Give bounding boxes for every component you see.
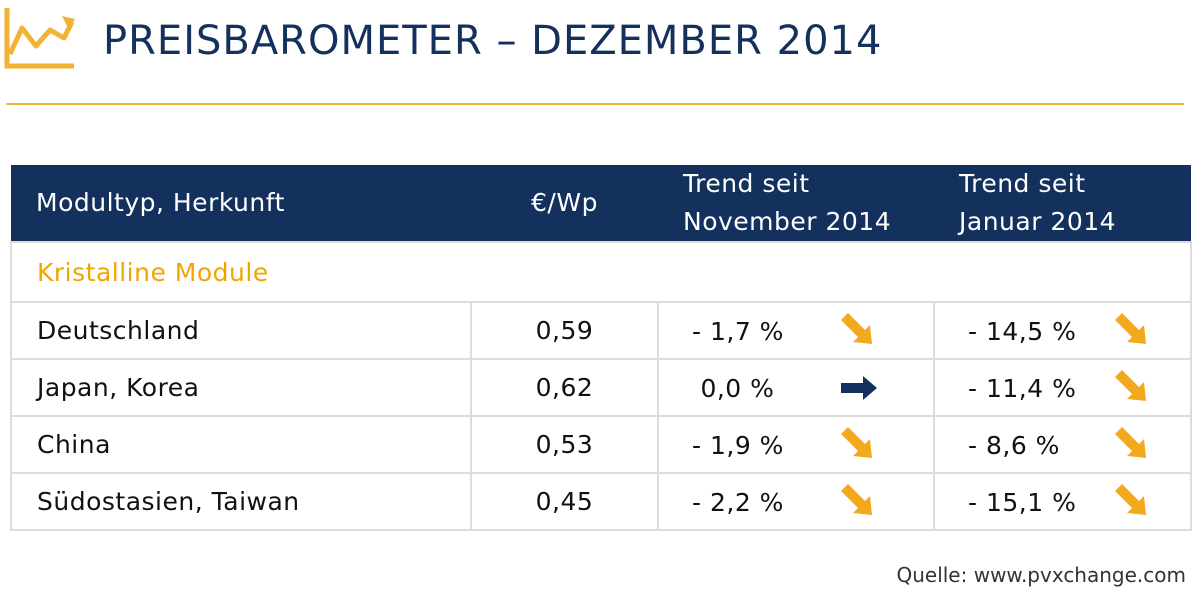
column-header-trend-month: Trend seit November 2014: [658, 165, 934, 242]
trend-year-cell: - 15,1 %: [933, 472, 1192, 531]
price-cell: 0,62: [470, 358, 659, 417]
table-row: China 0,53 - 1,9 % - 8,6 %: [10, 415, 1192, 474]
price-cell: 0,53: [470, 415, 659, 474]
trend-value: - 8,6 %: [968, 431, 1060, 460]
column-header-module: Modultyp, Herkunft: [11, 165, 471, 242]
trend-value: - 11,4 %: [968, 374, 1077, 403]
module-origin-cell: China: [10, 415, 472, 474]
arrow-down-right-icon: [1115, 484, 1146, 515]
module-origin-cell: Japan, Korea: [10, 358, 472, 417]
price-cell: 0,45: [470, 472, 659, 531]
page-title: PREISBAROMETER – DEZEMBER 2014: [103, 18, 883, 64]
trend-value: - 15,1 %: [968, 488, 1077, 517]
arrow-right-icon: [841, 376, 877, 400]
trend-value: - 1,7 %: [692, 317, 784, 346]
trend-month-cell: - 1,7 %: [657, 301, 935, 360]
arrow-down-right-icon: [1115, 370, 1146, 401]
table-header-row: Modultyp, Herkunft €/Wp Trend seit Novem…: [11, 165, 1191, 242]
trend-month-cell: - 2,2 %: [657, 472, 935, 531]
arrow-down-right-icon: [1115, 427, 1146, 458]
title-divider: [6, 103, 1184, 105]
column-header-price: €/Wp: [471, 165, 658, 242]
trend-value: 0,0 %: [692, 374, 775, 403]
module-origin-cell: Deutschland: [10, 301, 472, 360]
table-row: Deutschland 0,59 - 1,7 % - 14,5 %: [10, 301, 1192, 360]
price-table: Modultyp, Herkunft €/Wp Trend seit Novem…: [10, 165, 1192, 531]
trend-year-cell: - 14,5 %: [933, 301, 1192, 360]
table-row: Südostasien, Taiwan 0,45 - 2,2 % - 15,1 %: [10, 472, 1192, 531]
arrow-down-right-icon: [841, 427, 872, 458]
trend-value: - 14,5 %: [968, 317, 1077, 346]
trend-month-cell: 0,0 %: [657, 358, 935, 417]
section-label: Kristalline Module: [10, 241, 1192, 303]
trend-value: - 2,2 %: [692, 488, 784, 517]
section-row: Kristalline Module: [10, 241, 1192, 303]
trend-year-cell: - 11,4 %: [933, 358, 1192, 417]
trend-year-cell: - 8,6 %: [933, 415, 1192, 474]
arrow-down-right-icon: [841, 484, 872, 515]
price-cell: 0,59: [470, 301, 659, 360]
source-note: Quelle: www.pvxchange.com: [896, 563, 1186, 587]
table-row: Japan, Korea 0,62 0,0 % - 11,4 %: [10, 358, 1192, 417]
column-header-trend-year: Trend seit Januar 2014: [934, 165, 1191, 242]
trend-chart-icon: [4, 8, 75, 69]
trend-value: - 1,9 %: [692, 431, 784, 460]
arrow-down-right-icon: [1115, 313, 1146, 344]
trend-month-cell: - 1,9 %: [657, 415, 935, 474]
arrow-down-right-icon: [841, 313, 872, 344]
module-origin-cell: Südostasien, Taiwan: [10, 472, 472, 531]
